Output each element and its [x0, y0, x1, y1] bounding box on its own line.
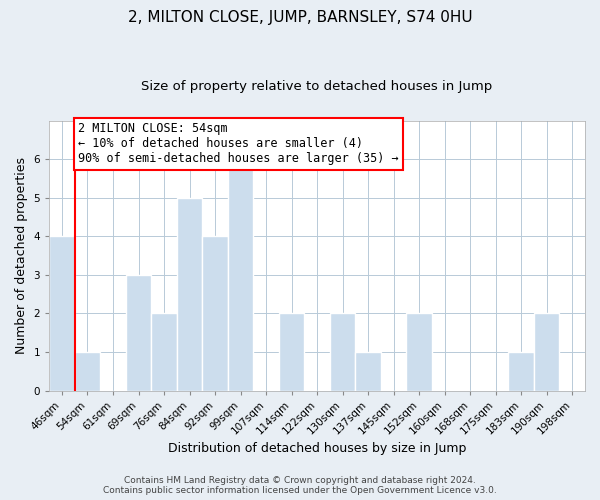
Y-axis label: Number of detached properties: Number of detached properties	[15, 157, 28, 354]
Text: 2 MILTON CLOSE: 54sqm
← 10% of detached houses are smaller (4)
90% of semi-detac: 2 MILTON CLOSE: 54sqm ← 10% of detached …	[78, 122, 398, 166]
Bar	[49, 236, 75, 390]
Bar	[151, 314, 177, 390]
Bar	[534, 314, 559, 390]
Bar	[508, 352, 534, 391]
Title: Size of property relative to detached houses in Jump: Size of property relative to detached ho…	[142, 80, 493, 93]
Bar	[177, 198, 202, 390]
Text: 2, MILTON CLOSE, JUMP, BARNSLEY, S74 0HU: 2, MILTON CLOSE, JUMP, BARNSLEY, S74 0HU	[128, 10, 472, 25]
Bar	[406, 314, 432, 390]
Bar	[202, 236, 228, 390]
Bar	[279, 314, 304, 390]
Bar	[126, 275, 151, 390]
Bar	[75, 352, 100, 391]
Bar	[228, 159, 253, 390]
Bar	[330, 314, 355, 390]
X-axis label: Distribution of detached houses by size in Jump: Distribution of detached houses by size …	[168, 442, 466, 455]
Bar	[355, 352, 381, 391]
Text: Contains HM Land Registry data © Crown copyright and database right 2024.
Contai: Contains HM Land Registry data © Crown c…	[103, 476, 497, 495]
